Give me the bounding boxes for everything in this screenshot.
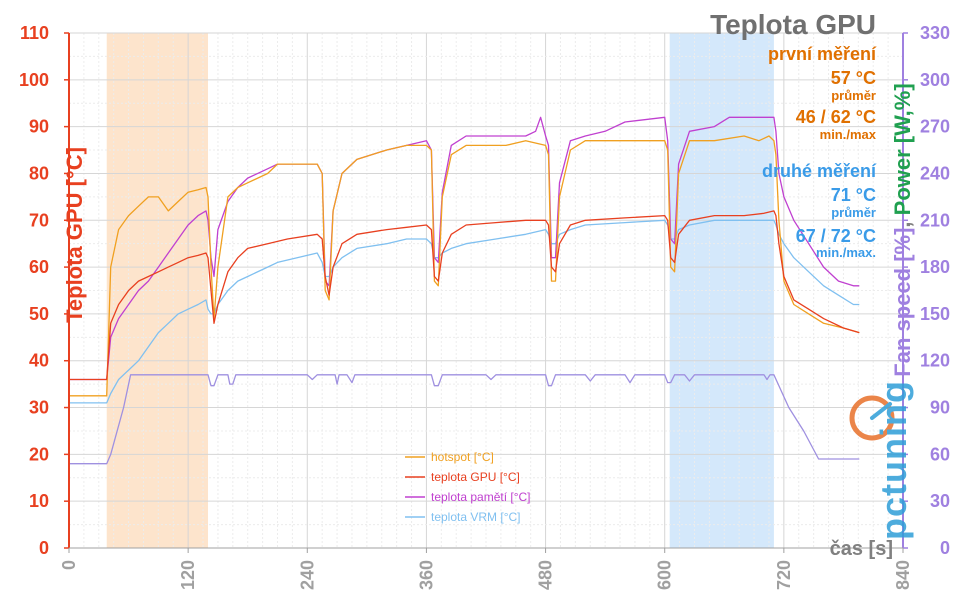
y-tick-label-right: 330: [920, 23, 950, 43]
y-tick-label-left: 100: [19, 70, 49, 90]
y-tick-label-right: 150: [920, 304, 950, 324]
y-axis-left-label: Teplota GPU [°C]: [62, 147, 87, 323]
x-tick-label: 240: [297, 560, 317, 590]
y-tick-label-left: 0: [39, 538, 49, 558]
series-lines: [69, 116, 860, 465]
y-tick-label-left: 70: [29, 210, 49, 230]
second-measure-avg-label: průměr: [831, 205, 876, 220]
y-tick-label-right: 120: [920, 351, 950, 371]
legend-label: teplota GPU [°C]: [431, 470, 520, 484]
first-measure-minmax-label: min./max: [820, 127, 877, 142]
y-tick-label-left: 10: [29, 491, 49, 511]
series-line-fan-speed: [69, 374, 860, 465]
legend-label: hotspot [°C]: [431, 450, 494, 464]
series-line-teplota-gpu-c: [69, 210, 860, 381]
legend: hotspot [°C] teplota GPU [°C] teplota pamě…: [405, 450, 531, 524]
y-tick-label-left: 80: [29, 163, 49, 183]
second-measure-minmax: 67 / 72 °C: [796, 226, 876, 246]
second-measure-minmax-label: min./max.: [816, 245, 876, 260]
y-tick-label-right: 0: [940, 538, 950, 558]
x-tick-label: 120: [178, 560, 198, 590]
logo-gauge-icon: [849, 395, 895, 441]
y-tick-label-left: 20: [29, 444, 49, 464]
x-tick-label: 720: [774, 560, 794, 590]
x-tick-label: 0: [59, 560, 79, 570]
legend-label: teplota VRM [°C]: [431, 510, 521, 524]
y-tick-label-right: 240: [920, 163, 950, 183]
y-tick-label-right: 60: [930, 444, 950, 464]
y-tick-label-left: 90: [29, 117, 49, 137]
y-tick-label-right: 180: [920, 257, 950, 277]
grid: [68, 32, 904, 549]
y-tick-label-right: 30: [930, 491, 950, 511]
y-tick-label-right: 270: [920, 117, 950, 137]
y-tick-label-left: 50: [29, 304, 49, 324]
y-axis-right-label-power: Power [W,%]: [890, 83, 915, 215]
first-measure-avg-label: průměr: [831, 88, 876, 103]
x-tick-label: 600: [655, 560, 675, 590]
x-tick-label: 480: [536, 560, 556, 590]
y-tick-label-left: 30: [29, 398, 49, 418]
chart-title: Teplota GPU: [710, 9, 876, 40]
y-axis-right-label-sep: ,: [890, 215, 915, 227]
x-tick-label: 360: [416, 560, 436, 590]
legend-label: teplota pamětí [°C]: [431, 490, 531, 504]
x-tick-label: 840: [893, 560, 913, 590]
y-tick-label-right: 300: [920, 70, 950, 90]
y-tick-label-right: 90: [930, 398, 950, 418]
y-tick-label-left: 110: [20, 23, 49, 43]
y-tick-label-left: 60: [29, 257, 49, 277]
first-measure-heading: první měření: [768, 44, 877, 64]
first-measure-avg: 57 °C: [831, 68, 876, 88]
first-measure-minmax: 46 / 62 °C: [796, 107, 876, 127]
series-line-teplota-pam-t-c: [69, 116, 860, 381]
y-axis-right-label-fan: Fan speed [%]: [890, 228, 915, 377]
axes: 0 10 20 30 40 50 60 70 80 90 100 110 0 30 60 90 120 150 18…: [19, 23, 950, 590]
pctuning-logo: pctuning: [849, 380, 914, 540]
y-axis-right-label: Fan speed [%], Power [W,%]: [890, 83, 915, 376]
x-axis-label: čas [s]: [830, 538, 893, 560]
logo-text: pctuning: [873, 380, 914, 540]
second-measure-heading: druhé měření: [762, 161, 877, 181]
series-line-hotspot-c: [69, 135, 860, 397]
y-tick-label-right: 210: [920, 210, 950, 230]
second-measure-avg: 71 °C: [831, 185, 876, 205]
y-tick-label-left: 40: [29, 351, 49, 371]
